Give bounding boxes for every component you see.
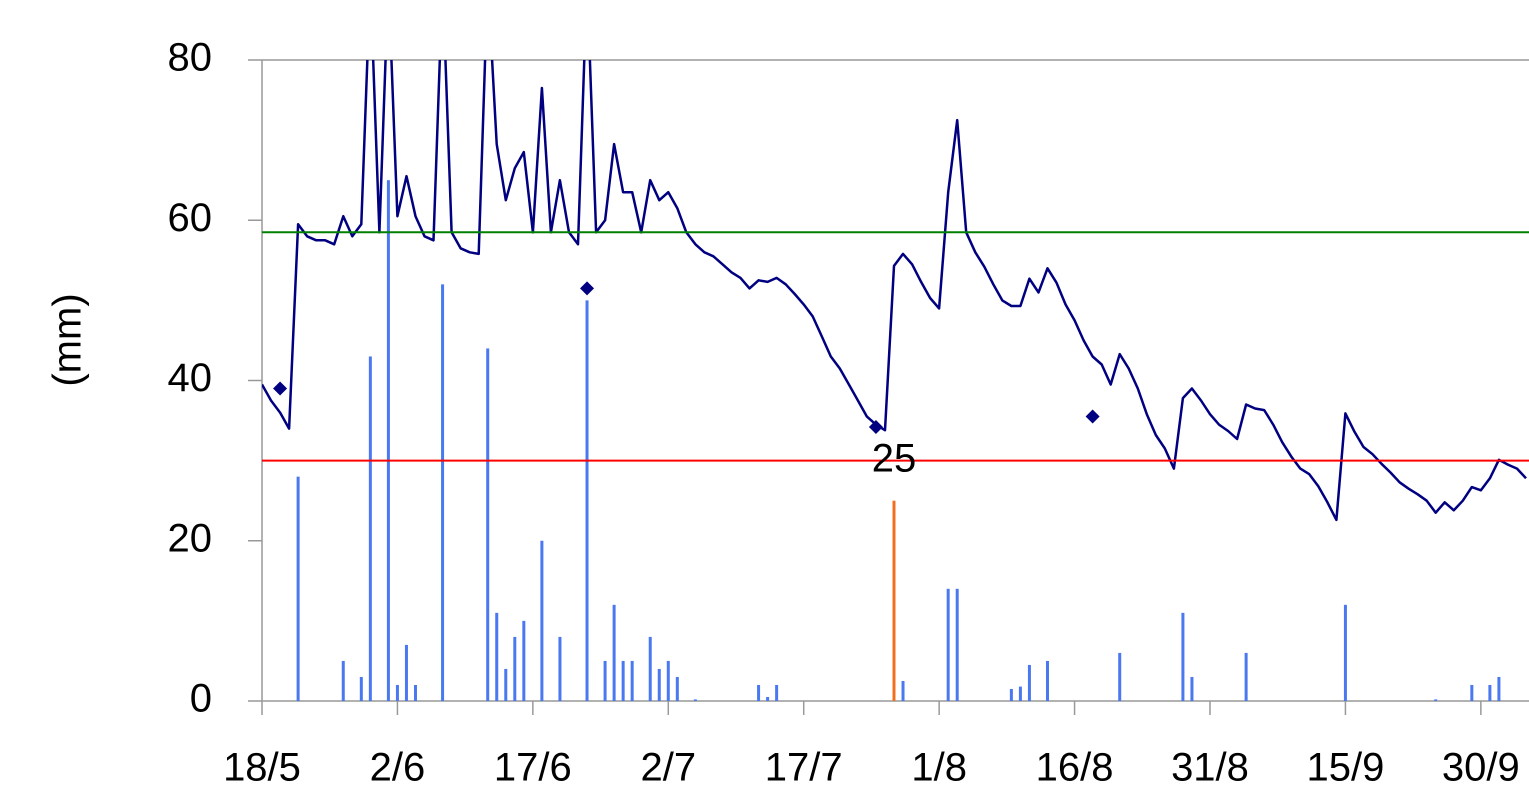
y-tick-label: 0 — [190, 677, 212, 721]
rain-bar — [1497, 676, 1501, 701]
rain-bar — [522, 620, 526, 701]
x-tick-label: 17/7 — [765, 746, 843, 790]
rain-bar — [413, 684, 417, 701]
rain-bar — [666, 660, 670, 701]
rain-bar — [368, 356, 372, 701]
rain-bar — [955, 588, 959, 701]
rain-bar — [1181, 612, 1185, 701]
y-tick-label: 20 — [168, 516, 213, 560]
rain-bar — [1488, 684, 1492, 701]
rain-bar — [621, 660, 625, 701]
rain-bar — [603, 660, 607, 701]
rain-bar — [946, 588, 950, 701]
x-tick-label: 16/8 — [1036, 746, 1114, 790]
x-tick-label: 17/6 — [494, 746, 572, 790]
x-tick-label: 31/8 — [1171, 746, 1249, 790]
x-tick-label: 1/8 — [911, 746, 967, 790]
rain-bar — [341, 660, 345, 701]
rain-bar — [486, 348, 490, 701]
x-tick-label: 2/7 — [640, 746, 696, 790]
rain-bar — [540, 540, 544, 701]
rain-bar — [775, 684, 779, 701]
rain-bar — [395, 684, 399, 701]
y-axis-label: (mm) — [46, 293, 90, 386]
y-tick-label: 80 — [168, 36, 213, 80]
rain-bar — [1009, 688, 1013, 701]
rain-bar — [757, 684, 761, 701]
x-tick-label: 18/5 — [223, 746, 301, 790]
rain-bar — [766, 696, 770, 701]
rain-bar — [648, 636, 652, 701]
rain-bar — [1190, 676, 1194, 701]
rain-bar — [495, 612, 499, 701]
moisture-line — [262, 60, 1527, 522]
rain-bar — [558, 636, 562, 701]
rain-bar — [1470, 684, 1474, 701]
plot-area — [262, 60, 1527, 701]
x-tick-label: 2/6 — [370, 746, 426, 790]
rain-bar — [1244, 652, 1248, 701]
observation-point — [580, 281, 595, 296]
rain-bar — [1434, 699, 1438, 701]
observation-point — [1085, 409, 1100, 424]
rain-bar — [386, 180, 390, 701]
rain-bar — [504, 668, 508, 701]
rain-bar — [359, 676, 363, 701]
rain-bar — [296, 476, 300, 701]
rain-bar — [657, 668, 661, 701]
rain-bar — [630, 660, 634, 701]
y-tick-label: 40 — [168, 356, 213, 400]
rain-bar — [901, 680, 905, 701]
data-label: 25 — [872, 436, 917, 480]
x-tick-label: 30/9 — [1442, 746, 1520, 790]
observation-point — [868, 419, 883, 434]
observation-point — [273, 381, 288, 396]
rain-bar — [612, 604, 616, 701]
rain-bar — [675, 676, 679, 701]
y-tick-label: 60 — [168, 196, 213, 240]
rain-bar — [1027, 664, 1031, 701]
rain-bar — [513, 636, 517, 701]
rain-bar — [1045, 660, 1049, 701]
rain-bar — [1018, 686, 1022, 701]
rain-bar — [441, 284, 445, 701]
rain-bar — [404, 644, 408, 701]
rain-bar — [585, 300, 589, 701]
rain-bar — [892, 500, 896, 701]
x-tick-label: 15/9 — [1306, 746, 1384, 790]
rain-bar — [1118, 652, 1122, 701]
rain-bar — [693, 699, 697, 701]
rain-bar — [1343, 604, 1347, 701]
